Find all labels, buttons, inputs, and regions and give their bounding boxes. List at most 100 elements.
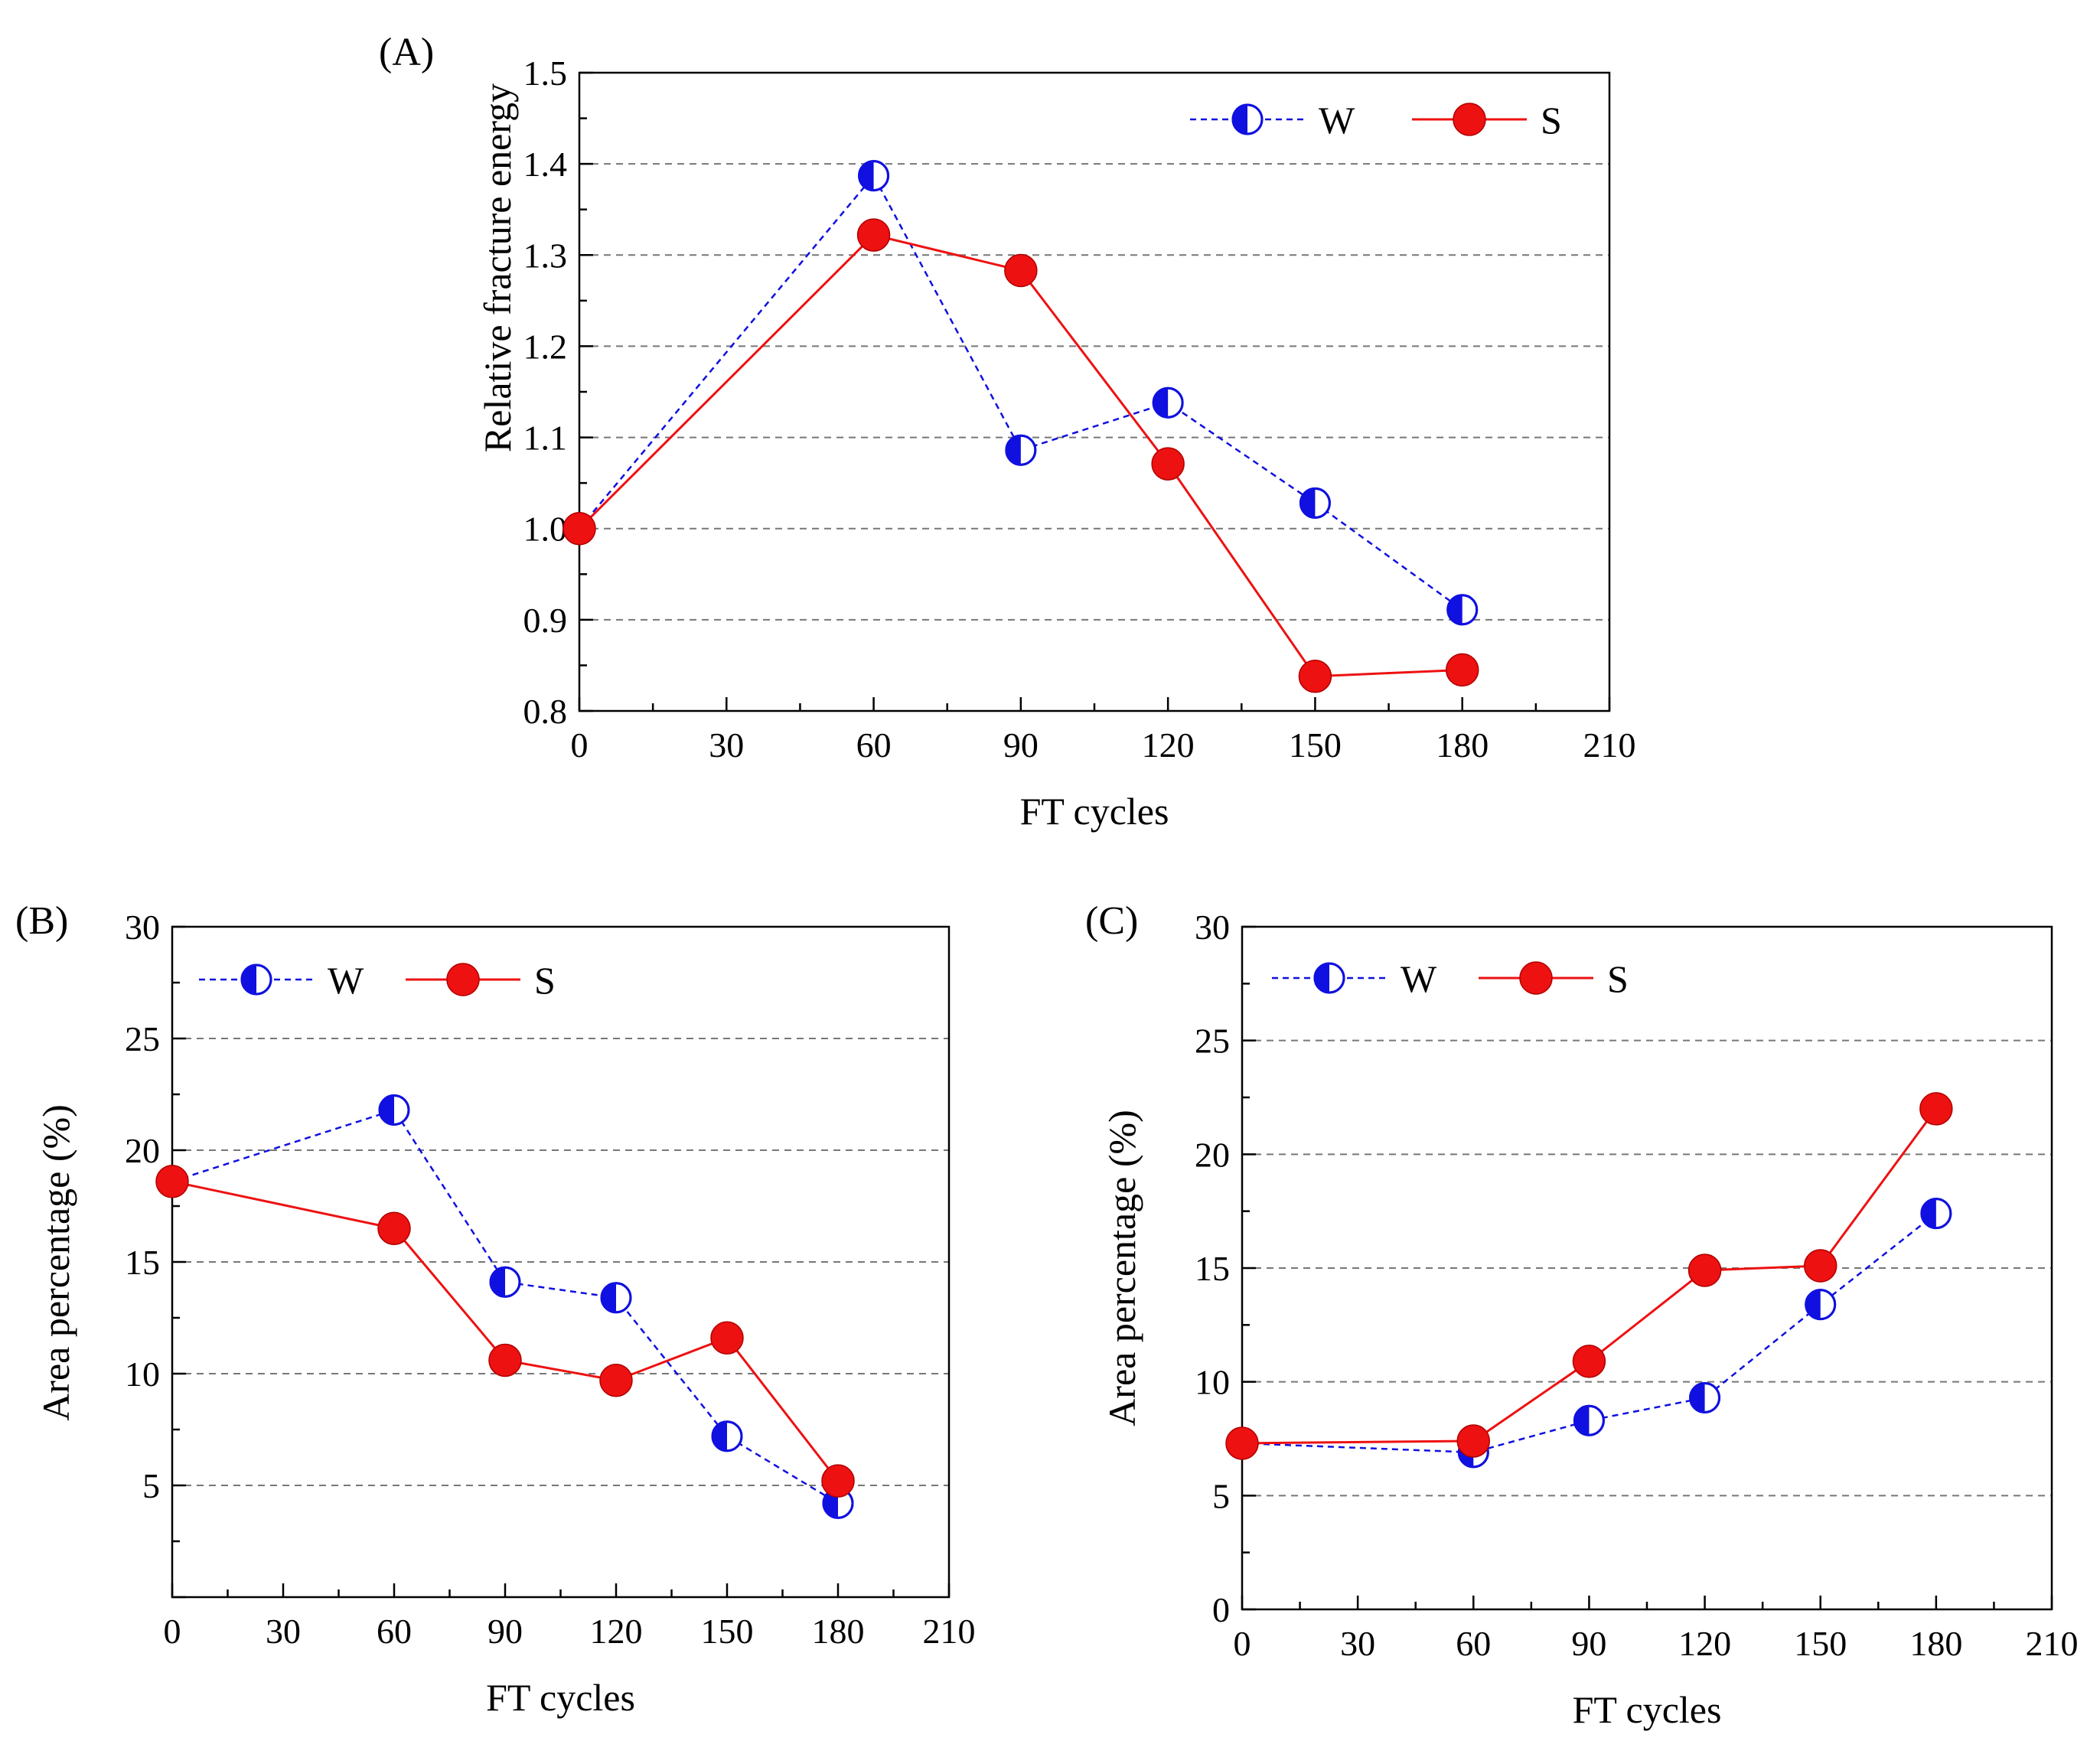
- x-tick-label: 0: [571, 725, 589, 765]
- data-point-w: [1920, 1198, 1952, 1230]
- legend-marker-s: [446, 963, 480, 996]
- x-tick-label: 210: [2026, 1624, 2079, 1663]
- data-point-s: [1298, 659, 1332, 693]
- data-point-s: [856, 218, 891, 252]
- x-tick-label: 30: [709, 725, 744, 765]
- x-tick-label: 90: [1571, 1624, 1606, 1663]
- data-point-w: [1805, 1289, 1837, 1321]
- y-tick-label: 0.9: [523, 601, 568, 640]
- y-tick-label: 0: [1212, 1590, 1230, 1629]
- legend-label-s: S: [1541, 99, 1562, 142]
- x-tick-label: 30: [1340, 1624, 1375, 1663]
- y-tick-label: 1.3: [523, 236, 568, 275]
- y-axis-title: Area percentage (%): [1101, 1110, 1143, 1426]
- y-tick-label: 1.2: [523, 327, 568, 366]
- legend-label-s: S: [534, 959, 556, 1002]
- y-tick-label: 15: [1195, 1249, 1230, 1288]
- x-axis-title: FT cycles: [486, 1676, 635, 1719]
- panel-label: (A): [379, 31, 434, 74]
- data-point-s: [562, 511, 596, 546]
- y-axis-title: Relative fracture energy: [476, 83, 519, 452]
- data-point-s: [155, 1165, 189, 1198]
- y-tick-label: 10: [1195, 1363, 1230, 1402]
- data-point-s: [488, 1343, 522, 1377]
- x-tick-label: 60: [1456, 1624, 1491, 1663]
- data-point-s: [1803, 1249, 1838, 1283]
- y-tick-label: 20: [1195, 1135, 1230, 1174]
- panel-label: (B): [15, 899, 68, 943]
- legend-label-w: W: [1319, 99, 1355, 142]
- x-tick-label: 180: [1436, 725, 1489, 765]
- x-tick-label: 210: [1583, 725, 1636, 765]
- panel-label: (C): [1085, 899, 1138, 943]
- y-tick-label: 0.8: [523, 692, 568, 731]
- x-tick-label: 60: [377, 1612, 412, 1651]
- legend-marker-s: [1519, 961, 1553, 995]
- data-point-w: [1005, 434, 1037, 466]
- data-point-s: [1004, 253, 1038, 288]
- y-tick-label: 1.0: [523, 510, 568, 549]
- legend-marker-w: [240, 963, 272, 996]
- x-tick-label: 0: [164, 1612, 181, 1651]
- y-tick-label: 5: [142, 1466, 160, 1505]
- data-point-s: [1572, 1345, 1606, 1378]
- x-tick-label: 180: [812, 1612, 865, 1651]
- legend-marker-w: [1231, 103, 1264, 135]
- data-point-s: [1456, 1424, 1491, 1458]
- x-tick-label: 120: [1142, 725, 1195, 765]
- y-tick-label: 5: [1212, 1476, 1230, 1515]
- y-tick-label: 20: [125, 1131, 160, 1170]
- legend-marker-s: [1453, 103, 1486, 136]
- x-tick-label: 60: [856, 725, 892, 765]
- x-tick-label: 210: [923, 1612, 976, 1651]
- data-point-s: [1688, 1254, 1722, 1287]
- panel-c: 0 30 60 90 120 150 180 210 0 5 10 15 20 25 30 FT cycles…: [1085, 899, 2079, 1731]
- data-point-s: [821, 1464, 855, 1498]
- panel-a: 0 30 60 90 120 150 180 210 0.8 0.9 1.0 1.1 1.2 1.3 1.4…: [379, 31, 1636, 833]
- data-point-w: [489, 1266, 521, 1298]
- data-point-w: [822, 1487, 854, 1519]
- panel-b: 0 30 60 90 120 150 180 210 5 10 15 20 25 30 FT cycles A…: [15, 899, 976, 1719]
- data-point-w: [711, 1420, 743, 1452]
- legend-label-s: S: [1607, 957, 1629, 1000]
- legend-marker-w: [1313, 962, 1345, 994]
- series-line-w: [579, 174, 1463, 611]
- x-tick-label: 120: [1678, 1624, 1731, 1663]
- data-point-w: [600, 1282, 632, 1314]
- series-line-w: [1241, 1212, 1937, 1454]
- x-tick-label: 150: [1794, 1624, 1847, 1663]
- data-point-w: [1446, 594, 1479, 626]
- x-tick-label: 30: [266, 1612, 301, 1651]
- y-tick-label: 30: [1195, 908, 1230, 947]
- x-tick-label: 0: [1234, 1624, 1251, 1663]
- data-point-s: [1225, 1426, 1259, 1460]
- y-tick-label: 25: [1195, 1022, 1230, 1061]
- data-point-w: [858, 160, 890, 192]
- data-point-s: [377, 1211, 411, 1245]
- x-tick-label: 180: [1909, 1624, 1962, 1663]
- data-point-w: [1152, 386, 1184, 419]
- y-axis-title: Area percentage (%): [34, 1104, 77, 1421]
- x-tick-label: 90: [488, 1612, 523, 1651]
- data-point-w: [378, 1094, 410, 1126]
- data-point-s: [1151, 447, 1185, 481]
- y-tick-label: 10: [125, 1355, 160, 1394]
- data-point-s: [599, 1364, 633, 1397]
- y-tick-label: 1.4: [523, 145, 568, 184]
- y-tick-label: 30: [125, 908, 160, 947]
- data-point-s: [710, 1321, 744, 1355]
- x-tick-label: 90: [1003, 725, 1039, 765]
- y-tick-label: 1.1: [523, 419, 568, 458]
- series-line-s: [578, 233, 1462, 678]
- series-line-s: [171, 1180, 840, 1482]
- data-point-s: [1919, 1092, 1953, 1126]
- y-tick-label: 25: [125, 1019, 160, 1058]
- x-axis-title: FT cycles: [1573, 1688, 1722, 1731]
- x-tick-label: 150: [1289, 725, 1342, 765]
- data-point-w: [1299, 487, 1331, 519]
- x-axis-title: FT cycles: [1020, 790, 1169, 833]
- y-tick-label: 1.5: [523, 54, 568, 93]
- data-point-s: [1445, 653, 1479, 687]
- data-point-w: [1689, 1381, 1721, 1413]
